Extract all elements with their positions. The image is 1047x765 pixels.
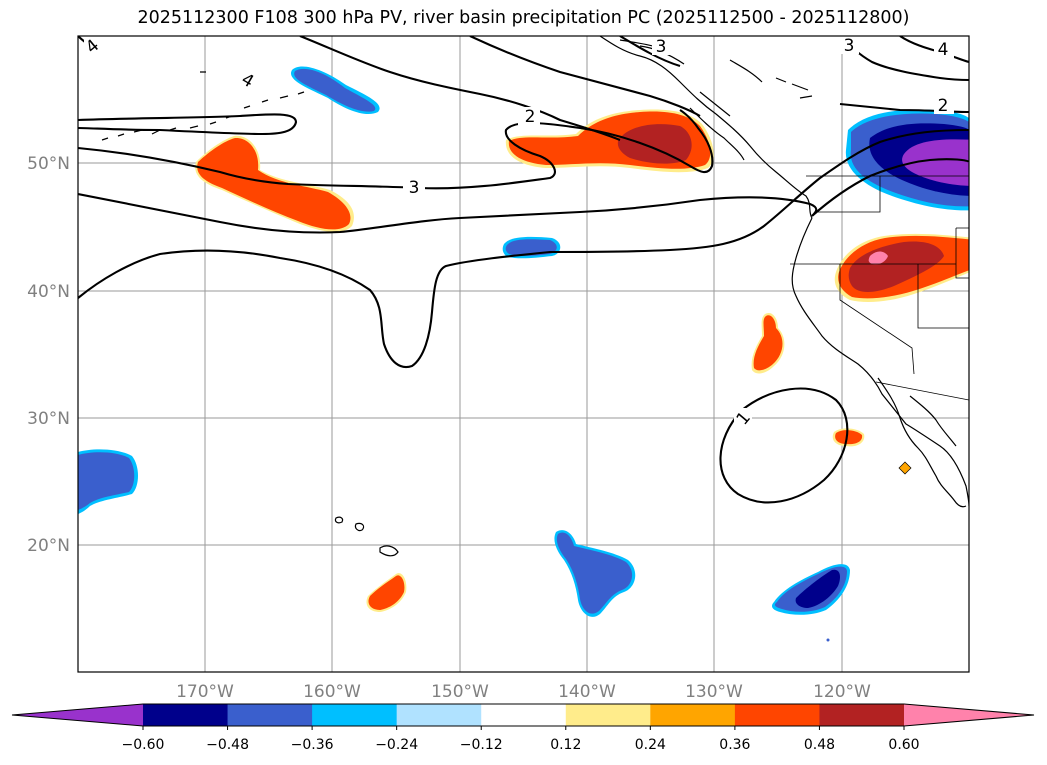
pv-contour-2-south bbox=[78, 128, 969, 368]
colorbar-segment bbox=[396, 704, 482, 726]
coastline-baja bbox=[877, 377, 967, 508]
colorbar-tick-label: −0.36 bbox=[291, 737, 334, 753]
precip-region-tiny-positive bbox=[898, 461, 912, 475]
precip-region-hawaii-positive bbox=[366, 573, 407, 612]
lat-label-40n: 40°N bbox=[27, 282, 70, 302]
colorbar-tick-label: 0.60 bbox=[888, 737, 919, 753]
lon-tick-labels: 170°W 160°W 150°W 140°W 130°W 120°W bbox=[176, 682, 871, 702]
lon-label-170w: 170°W bbox=[176, 682, 234, 702]
lat-label-30n: 30°N bbox=[27, 409, 70, 429]
coastline-aleutians bbox=[101, 91, 305, 141]
colorbar-segment bbox=[227, 704, 313, 726]
pv-label-2-right: 2 bbox=[938, 96, 949, 116]
precip-region-pnw-negative bbox=[845, 109, 969, 211]
pv-contour-top-mid bbox=[469, 36, 701, 117]
pv-label-4-topright: 4 bbox=[938, 40, 949, 60]
precip-region-gulf-positive bbox=[505, 109, 714, 173]
pv-contour-4-west bbox=[78, 113, 298, 136]
colorbar-segment bbox=[650, 704, 736, 726]
colorbar-segment bbox=[734, 704, 820, 726]
border-state-ut bbox=[955, 227, 969, 279]
coastline-us-west bbox=[791, 217, 969, 507]
precip-region-dot bbox=[826, 638, 830, 642]
precip-region-south-negative bbox=[554, 530, 636, 617]
colorbar-segment bbox=[819, 704, 905, 726]
colorbar-labels: −0.60 −0.48 −0.36 −0.24 −0.12 0.12 0.24 0.36 0.4… bbox=[122, 726, 920, 753]
colorbar-tick-label: 0.24 bbox=[635, 737, 666, 753]
colorbar-segment bbox=[481, 704, 567, 726]
border-state-wa-or bbox=[818, 176, 881, 213]
lon-label-160w: 160°W bbox=[303, 682, 361, 702]
pv-contour-labels: 4 2 3 3 3 4 2 4 1 bbox=[82, 36, 954, 429]
pv-label-3-topright: 3 bbox=[844, 36, 855, 56]
coastline-alaska bbox=[599, 36, 813, 219]
map-panel: 4 2 3 3 3 4 2 4 1 bbox=[77, 35, 970, 673]
precip-regions bbox=[78, 66, 969, 642]
lat-tick-labels: 50°N 40°N 30°N 20°N bbox=[27, 154, 70, 556]
coastline-bc-islands bbox=[689, 91, 745, 161]
coastline-oahu bbox=[334, 516, 344, 524]
colorbar-segment bbox=[312, 704, 398, 726]
pv-contour-3-mid bbox=[78, 109, 714, 190]
lon-label-120w: 120°W bbox=[813, 682, 871, 702]
lon-label-150w: 150°W bbox=[431, 682, 489, 702]
pv-label-2-gulf: 2 bbox=[525, 107, 536, 127]
coastline-hawaii-big bbox=[379, 545, 399, 557]
colorbar-segment bbox=[565, 704, 651, 726]
precip-region-westedge-negative bbox=[78, 449, 138, 514]
lat-label-20n: 20°N bbox=[27, 536, 70, 556]
political-borders bbox=[790, 175, 969, 401]
pv-label-3-mid: 3 bbox=[409, 178, 420, 198]
pv-contour-2-mid bbox=[78, 158, 969, 234]
precip-region-nevada-positive bbox=[834, 233, 969, 302]
pv-label-3-top: 3 bbox=[656, 37, 667, 57]
precip-region-coast-positive bbox=[751, 312, 785, 374]
border-us-mexico bbox=[875, 381, 969, 401]
precip-region-baja-positive bbox=[832, 428, 865, 447]
colorbar-segment bbox=[143, 704, 229, 726]
colorbar-tick-label: −0.60 bbox=[122, 737, 165, 753]
border-state-nv bbox=[917, 264, 969, 329]
pv-contour-top-3 bbox=[619, 36, 681, 68]
coastline-maui bbox=[354, 522, 365, 532]
colorbar-extend-min bbox=[12, 704, 143, 726]
lat-label-50n: 50°N bbox=[27, 154, 70, 174]
colorbar-extend-max bbox=[904, 704, 1034, 726]
map-frame bbox=[77, 35, 970, 673]
border-ca-nv bbox=[839, 264, 915, 375]
coastline-gulf-california bbox=[909, 395, 957, 447]
map-title: 2025112300 F108 300 hPa PV, river basin … bbox=[137, 8, 910, 28]
coastline-islands bbox=[200, 71, 813, 99]
pv-contour-1-subtropic bbox=[719, 387, 849, 504]
precip-region-aleutian-negative bbox=[290, 66, 380, 115]
coastlines bbox=[101, 36, 969, 557]
colorbar-tick-label: 0.36 bbox=[719, 737, 750, 753]
colorbar-tick-label: 0.12 bbox=[550, 737, 581, 753]
colorbar-tick-label: −0.12 bbox=[460, 737, 503, 753]
pv-contour-top-left bbox=[299, 36, 621, 141]
colorbar-tick-label: −0.24 bbox=[375, 737, 418, 753]
lon-label-140w: 140°W bbox=[558, 682, 616, 702]
colorbar-segments bbox=[11, 703, 1035, 727]
colorbar: −0.60 −0.48 −0.36 −0.24 −0.12 0.12 0.24 0.36 0.4… bbox=[11, 703, 1035, 753]
colorbar-tick-label: 0.48 bbox=[804, 737, 835, 753]
colorbar-tick-label: −0.48 bbox=[206, 737, 249, 753]
precip-region-southeast-negative bbox=[772, 564, 850, 615]
lon-label-130w: 130°W bbox=[685, 682, 743, 702]
